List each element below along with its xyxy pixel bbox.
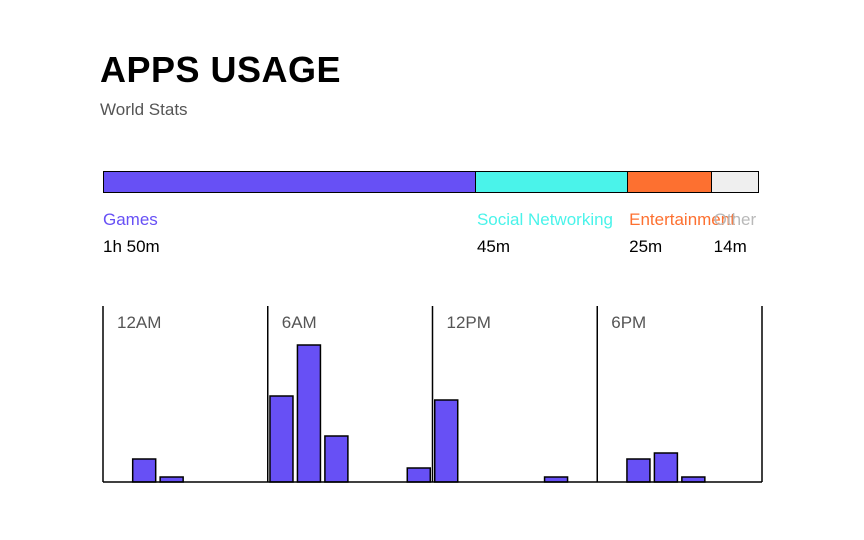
legend-item: Other 14m <box>714 210 757 257</box>
usage-bar <box>626 458 651 483</box>
usage-bar <box>324 435 349 483</box>
legend-time-value: 45m <box>476 237 511 256</box>
usage-bar <box>269 395 294 483</box>
legend-item: Games 1h 50m <box>103 210 160 257</box>
legend-time-value: 14m <box>713 237 747 256</box>
legend-time-value: 1h 50m <box>103 237 160 256</box>
legend-item: Social Networking 45m <box>477 210 613 257</box>
legend-time-value: 25m <box>629 237 663 256</box>
chart-subtitle: World Stats <box>100 100 188 119</box>
x-tick-label: 12PM <box>447 313 491 332</box>
stack-segment-games <box>104 172 475 192</box>
usage-bar <box>406 467 432 483</box>
chart-title: APPS USAGE <box>100 49 342 90</box>
legend-category-label: Social Networking <box>476 210 614 229</box>
x-tick-label: 12AM <box>117 313 161 332</box>
stack-segment-entertainment <box>626 172 711 192</box>
legend-category-label: Games <box>103 210 158 229</box>
usage-bar <box>131 458 157 483</box>
stack-segment-other <box>710 172 758 192</box>
x-tick-label: 6PM <box>611 313 646 332</box>
usage-stacked-bar <box>103 171 759 193</box>
legend-item: Entertainment 25m <box>629 210 735 257</box>
x-tick-label: 6AM <box>282 313 317 332</box>
legend-category-label: Other <box>713 210 757 229</box>
legend-category-label: Entertainment <box>629 210 735 229</box>
usage-bar <box>433 399 459 483</box>
stack-segment-social-networking <box>474 172 627 192</box>
usage-bar <box>296 344 322 483</box>
usage-bar <box>653 452 679 483</box>
